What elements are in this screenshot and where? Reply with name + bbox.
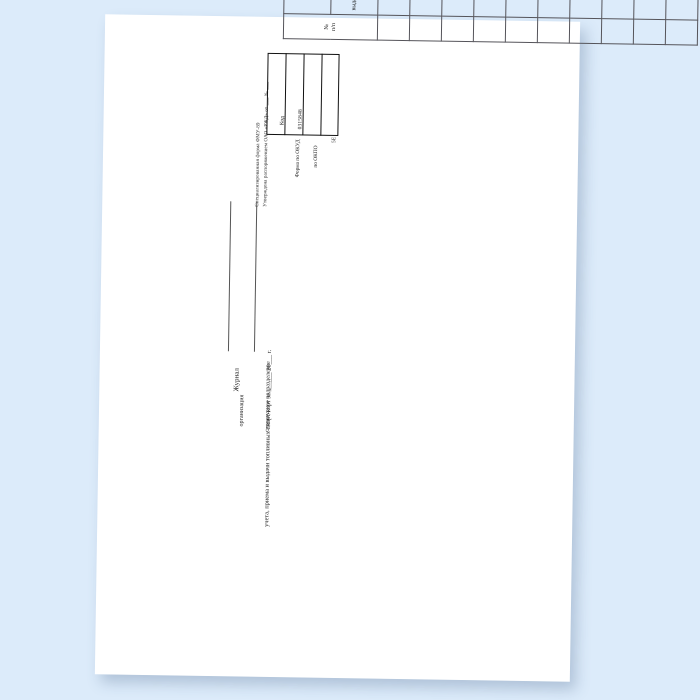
table-row: [665, 0, 700, 46]
table-cell[interactable]: [377, 15, 410, 41]
subdivision-rule: [253, 201, 258, 352]
table-cell[interactable]: [633, 19, 666, 45]
table-cell[interactable]: [441, 16, 474, 42]
table-cell[interactable]: [473, 16, 506, 43]
column-header-n: № п/п: [283, 13, 378, 41]
column-header-text: Дата: [284, 0, 331, 14]
table-cell[interactable]: [409, 15, 442, 42]
okpo-label: по ОКПО: [312, 145, 320, 168]
column-header-text: выдачи: [350, 0, 358, 11]
journal-table: №п/пДатаНомертопливнойкартыОстаток денеж…: [283, 0, 700, 46]
table-cell[interactable]: [601, 18, 634, 45]
table-cell[interactable]: [505, 17, 538, 43]
table-body: [377, 0, 700, 46]
journal-table-wrapper: №п/пДатаНомертопливнойкартыОстаток денеж…: [283, 0, 699, 46]
code-box-code-value: 0315848: [297, 109, 304, 130]
table-cell[interactable]: [441, 0, 475, 17]
table-cell[interactable]: [569, 0, 603, 19]
table-header: №п/пДатаНомертопливнойкартыОстаток денеж…: [283, 0, 387, 41]
table-cell[interactable]: [569, 18, 602, 44]
table-cell[interactable]: [633, 0, 667, 20]
form-title: Журнал: [232, 368, 241, 392]
okud-label: Форма по ОКУД: [294, 139, 302, 178]
table-cell[interactable]: [473, 0, 507, 18]
column-header-text: № п/п: [323, 23, 337, 32]
table-cell[interactable]: [537, 17, 570, 44]
table-cell[interactable]: [601, 0, 635, 20]
table-cell[interactable]: [537, 0, 571, 19]
form-paper-sheet: Специализированная форма ФМУ-89 Утвержде…: [94, 0, 699, 682]
table-cell[interactable]: [409, 0, 443, 17]
code-box-column-label: Код: [279, 116, 286, 126]
table-cell[interactable]: [665, 0, 699, 21]
legal-header-line-1: Специализированная форма ФМУ-89: [254, 122, 262, 207]
column-header-date_issue: выдачи: [330, 0, 379, 16]
table-cell[interactable]: [665, 19, 698, 46]
organization-label: организация: [238, 394, 246, 427]
column-header-date: Дата: [283, 0, 332, 15]
okpo-value: 5Е: [331, 136, 338, 143]
organization-rule: [227, 201, 232, 352]
form-description: учета, приема и выдачи топливных смарт-к…: [263, 349, 273, 527]
sheet-content: Специализированная форма ФМУ-89 Утвержде…: [95, 0, 699, 681]
table-cell[interactable]: [377, 0, 411, 16]
table-cell[interactable]: [505, 0, 539, 18]
form-code-box: Код 0315848: [266, 52, 340, 136]
